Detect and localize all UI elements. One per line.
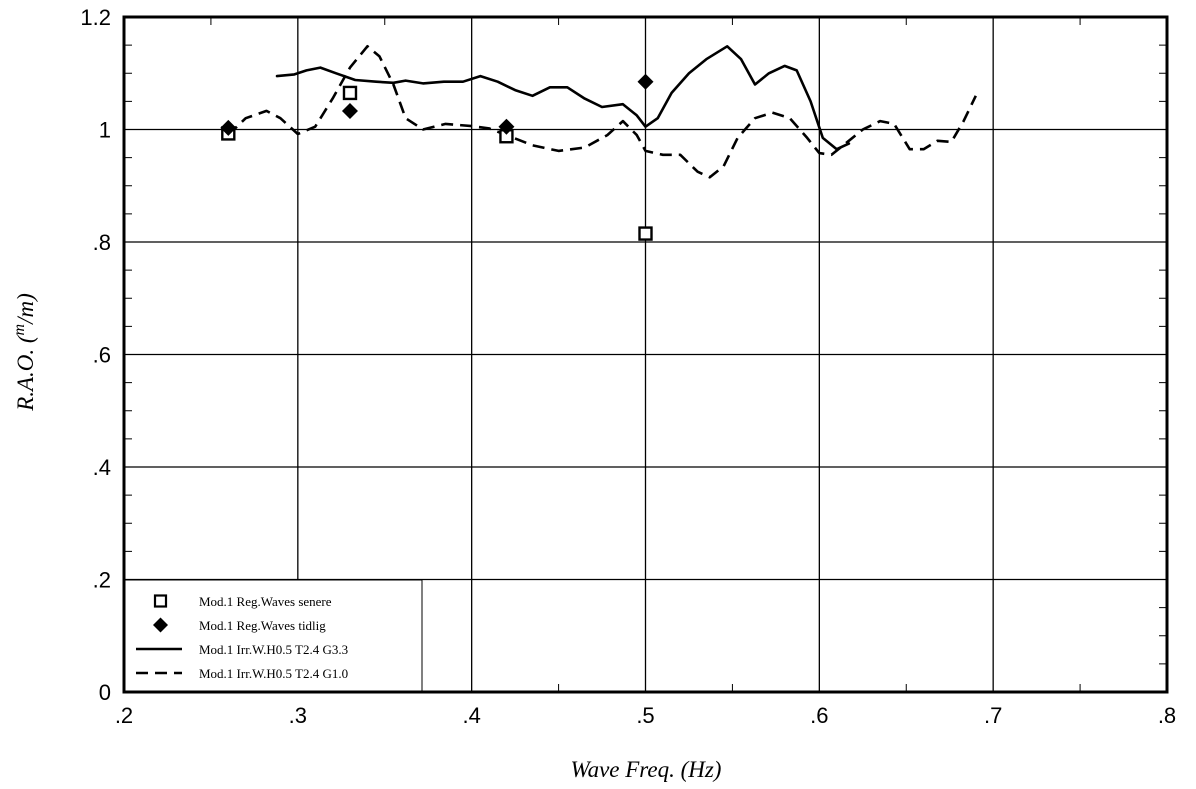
marker-open-square [342, 85, 358, 101]
y-tick-label: 0 [99, 680, 111, 705]
legend-label: Mod.1 Irr.W.H0.5 T2.4 G3.3 [199, 642, 348, 657]
x-axis-label: Wave Freq. (Hz) [571, 757, 722, 782]
y-tick-label: .2 [93, 568, 111, 593]
y-axis-label-tail: /m) [13, 293, 38, 326]
series-line-g10 [227, 44, 977, 179]
y-tick-label: .6 [93, 343, 111, 368]
legend-label: Mod.1 Reg.Waves tidlig [199, 618, 326, 633]
x-tick-label: .4 [462, 703, 480, 728]
x-tick-label: .7 [984, 703, 1002, 728]
x-tick-label: .3 [289, 703, 307, 728]
y-tick-label: 1.2 [80, 5, 111, 30]
legend-symbol-filled-diamond [153, 617, 168, 633]
legend-symbol-open-square [153, 594, 168, 608]
x-tick-label: .5 [636, 703, 654, 728]
marker-open-square [638, 226, 653, 241]
y-axis-label-main: R.A.O. ( [13, 334, 38, 412]
y-tick-label: .8 [93, 230, 111, 255]
legend: Mod.1 Reg.Waves senere Mod.1 Reg.Waves ti… [124, 579, 423, 692]
x-tick-label: .2 [115, 703, 133, 728]
marker-filled-diamond [220, 119, 237, 136]
y-tick-labels: 0 .2 .4 .6 .8 1 1.2 [80, 5, 111, 705]
y-tick-label: 1 [99, 118, 111, 143]
series-line-g33 [275, 44, 851, 151]
marker-filled-diamond [341, 102, 358, 119]
y-axis-label: R.A.O. (m/m) [11, 293, 38, 412]
x-tick-labels: .2 .3 .4 .5 .6 .7 .8 [115, 703, 1176, 728]
legend-label: Mod.1 Reg.Waves senere [199, 594, 332, 609]
x-tick-label: .6 [810, 703, 828, 728]
y-axis-label-sup: m [11, 324, 28, 336]
x-tick-label: .8 [1158, 703, 1176, 728]
legend-label: Mod.1 Irr.W.H0.5 T2.4 G1.0 [199, 666, 348, 681]
y-tick-label: .4 [93, 455, 111, 480]
marker-filled-diamond [498, 118, 515, 135]
plot-frame [122, 15, 1169, 694]
series-layer [227, 44, 977, 179]
markers-layer [220, 73, 654, 241]
marker-filled-diamond [637, 73, 654, 90]
